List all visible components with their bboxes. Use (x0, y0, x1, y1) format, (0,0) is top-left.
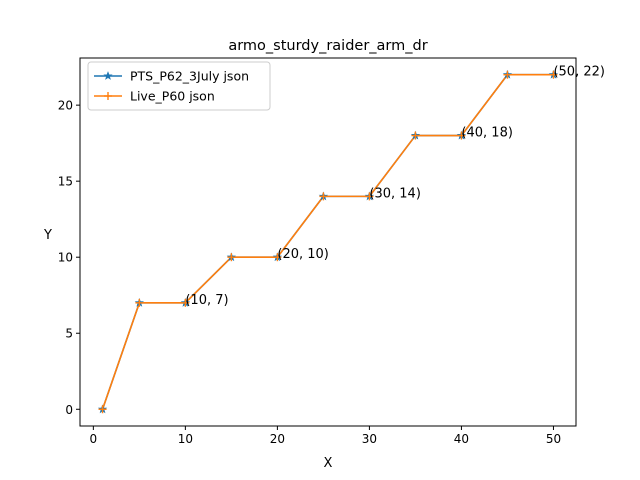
x-tick-label: 10 (178, 432, 193, 446)
y-axis-label: Y (43, 228, 52, 243)
data-point-series-2 (319, 192, 328, 201)
y-tick-label: 0 (65, 403, 73, 417)
y-tick-label: 10 (58, 251, 73, 265)
data-point-annotation: (20, 10) (277, 247, 329, 262)
data-point-annotation: (40, 18) (461, 126, 512, 141)
y-tick-label: 20 (58, 99, 73, 113)
y-tick-label: 5 (65, 327, 73, 341)
data-point-annotation: (10, 7) (185, 293, 228, 308)
x-tick-label: 0 (90, 432, 98, 446)
x-tick-label: 50 (546, 432, 561, 446)
data-point-series-2 (227, 253, 236, 262)
chart-title: armo_sturdy_raider_arm_dr (228, 38, 427, 54)
plot-area: (10, 7) (20, 10) (30, 14) (40, 18) (50, 22) (79, 57, 605, 427)
y-axis: 0 5 10 15 20 (58, 99, 80, 417)
legend-marker-1 (103, 71, 113, 80)
data-point-annotation: (30, 14) (369, 186, 421, 201)
legend-box (87, 61, 271, 111)
legend-label-2: Live_P60 json (130, 89, 215, 104)
data-point-series-2 (365, 192, 374, 201)
x-tick-label: 30 (362, 432, 377, 446)
legend-marker-2 (104, 92, 112, 100)
x-tick-label: 20 (270, 432, 285, 446)
data-point-series-2 (181, 298, 190, 307)
legend: PTS_P62_3July json Live_P60 json (87, 61, 271, 111)
y-tick-label: 15 (58, 175, 73, 189)
data-point-annotation: (50, 22) (553, 65, 605, 80)
data-point-series-2 (457, 131, 466, 140)
x-axis: 0 10 20 30 40 50 (90, 426, 561, 446)
x-tick-label: 40 (454, 432, 469, 446)
data-point-series-2 (503, 70, 512, 79)
axes-frame (79, 57, 577, 427)
data-point-series-2 (135, 298, 144, 307)
data-point-series-2 (411, 131, 420, 140)
data-point-series-2 (273, 253, 282, 262)
data-point-series-2 (98, 405, 107, 414)
legend-label-1: PTS_P62_3July json (130, 69, 249, 84)
data-point-series-2 (549, 70, 558, 79)
x-axis-label: X (324, 456, 333, 471)
